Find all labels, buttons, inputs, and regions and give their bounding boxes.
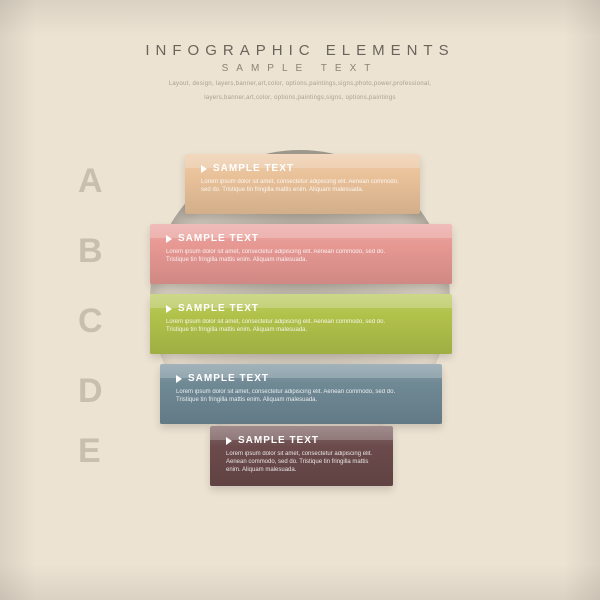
triangle-icon [166,235,172,243]
band-label-text: SAMPLE TEXT [213,163,294,174]
band-lorem: Lorem ipsum dolor sit amet, consectetur … [226,450,379,474]
band-label-text: SAMPLE TEXT [188,373,269,384]
band-label-text: SAMPLE TEXT [178,303,259,314]
triangle-icon [226,437,232,445]
band-e: SAMPLE TEXT Lorem ipsum dolor sit amet, c… [210,426,393,486]
band-content: SAMPLE TEXT Lorem ipsum dolor sit amet, c… [176,373,428,404]
band-d: SAMPLE TEXT Lorem ipsum dolor sit amet, c… [160,364,442,424]
triangle-icon [201,165,207,173]
letter-b: B [78,232,104,271]
band-b: SAMPLE TEXT Lorem ipsum dolor sit amet, c… [150,224,452,284]
band-label: SAMPLE TEXT [166,233,438,244]
bands-container: SAMPLE TEXT Lorem ipsum dolor sit amet, c… [0,0,600,600]
band-content: SAMPLE TEXT Lorem ipsum dolor sit amet, c… [226,435,379,474]
band-label-text: SAMPLE TEXT [178,233,259,244]
triangle-icon [176,375,182,383]
band-lorem: Lorem ipsum dolor sit amet, consectetur … [166,248,406,264]
band-content: SAMPLE TEXT Lorem ipsum dolor sit amet, c… [166,303,438,334]
band-content: SAMPLE TEXT Lorem ipsum dolor sit amet, c… [166,233,438,264]
band-label: SAMPLE TEXT [176,373,428,384]
letter-e: E [78,432,102,471]
band-a: SAMPLE TEXT Lorem ipsum dolor sit amet, c… [185,154,420,214]
band-c: SAMPLE TEXT Lorem ipsum dolor sit amet, c… [150,294,452,354]
band-label-text: SAMPLE TEXT [238,435,319,446]
band-lorem: Lorem ipsum dolor sit amet, consectetur … [166,318,406,334]
band-lorem: Lorem ipsum dolor sit amet, consectetur … [201,178,406,194]
infographic-stage: SAMPLE TEXT Lorem ipsum dolor sit amet, c… [0,0,600,600]
band-label: SAMPLE TEXT [166,303,438,314]
triangle-icon [166,305,172,313]
letter-d: D [78,372,104,411]
band-content: SAMPLE TEXT Lorem ipsum dolor sit amet, c… [201,163,406,194]
band-label: SAMPLE TEXT [201,163,406,174]
band-label: SAMPLE TEXT [226,435,379,446]
letter-a: A [78,162,104,201]
band-lorem: Lorem ipsum dolor sit amet, consectetur … [176,388,416,404]
letter-c: C [78,302,104,341]
